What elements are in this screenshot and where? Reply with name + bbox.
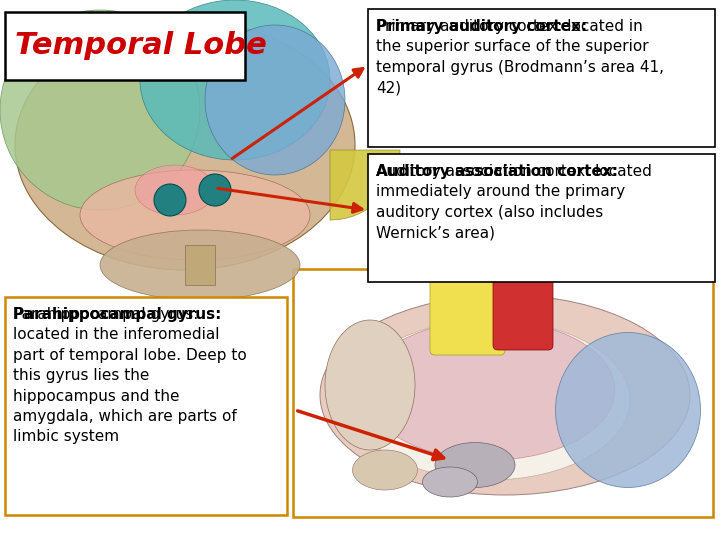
FancyBboxPatch shape bbox=[5, 297, 287, 515]
Ellipse shape bbox=[365, 320, 615, 460]
Ellipse shape bbox=[325, 320, 415, 450]
Text: Auditory association cortex: located
immediately around the primary
auditory cor: Auditory association cortex: located imm… bbox=[376, 164, 652, 240]
Ellipse shape bbox=[556, 333, 701, 488]
Ellipse shape bbox=[135, 165, 215, 215]
FancyBboxPatch shape bbox=[368, 9, 715, 147]
Text: Auditory association cortex:: Auditory association cortex: bbox=[376, 164, 618, 179]
Ellipse shape bbox=[320, 295, 690, 495]
Circle shape bbox=[199, 174, 231, 206]
Ellipse shape bbox=[353, 450, 418, 490]
Text: Primary auditory cortex: located in
the superior surface of the superior
tempora: Primary auditory cortex: located in the … bbox=[376, 19, 664, 95]
Ellipse shape bbox=[435, 442, 515, 488]
FancyBboxPatch shape bbox=[493, 240, 553, 350]
Ellipse shape bbox=[80, 170, 310, 260]
Ellipse shape bbox=[15, 20, 355, 270]
Text: Primary auditory cortex:: Primary auditory cortex: bbox=[376, 19, 587, 34]
Bar bbox=[185, 245, 215, 285]
Ellipse shape bbox=[0, 10, 200, 210]
Ellipse shape bbox=[350, 320, 630, 480]
Text: Temporal Lobe: Temporal Lobe bbox=[15, 31, 266, 60]
Text: Parahippocampal gyrus:
located in the inferomedial
part of temporal lobe. Deep t: Parahippocampal gyrus: located in the in… bbox=[13, 307, 247, 444]
Text: Parahippocampal gyrus:: Parahippocampal gyrus: bbox=[13, 307, 221, 322]
Ellipse shape bbox=[423, 467, 477, 497]
FancyBboxPatch shape bbox=[430, 235, 505, 355]
Ellipse shape bbox=[205, 25, 345, 175]
Ellipse shape bbox=[140, 0, 330, 160]
Ellipse shape bbox=[100, 230, 300, 300]
FancyBboxPatch shape bbox=[5, 12, 245, 80]
FancyBboxPatch shape bbox=[293, 269, 713, 517]
Wedge shape bbox=[330, 150, 400, 220]
FancyBboxPatch shape bbox=[368, 154, 715, 282]
Circle shape bbox=[154, 184, 186, 216]
